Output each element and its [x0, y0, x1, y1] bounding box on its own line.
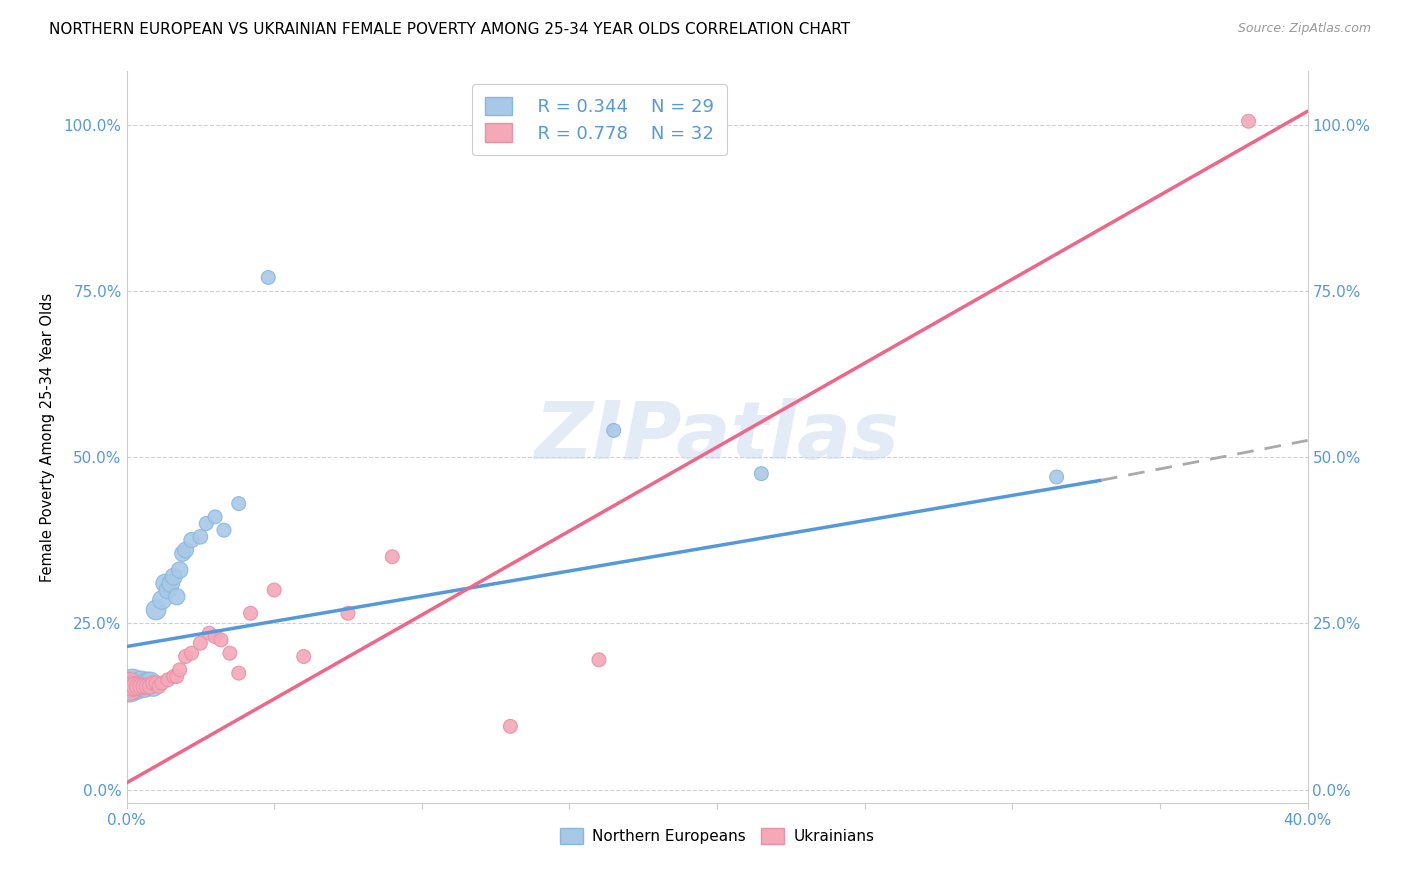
Point [1046, 470, 1069, 484]
Point [136, 676, 159, 690]
Text: Source: ZipAtlas.com: Source: ZipAtlas.com [1237, 22, 1371, 36]
Point [209, 632, 232, 647]
Point [163, 669, 186, 683]
Point [337, 607, 360, 621]
Point [139, 680, 162, 694]
Point [150, 676, 173, 690]
Point [124, 680, 146, 694]
Point [124, 680, 146, 694]
Point [204, 630, 226, 644]
Point [169, 563, 191, 577]
Point [156, 673, 179, 687]
Point [228, 497, 250, 511]
Point [156, 582, 179, 597]
Point [180, 646, 202, 660]
Point [228, 666, 250, 681]
Point [588, 653, 610, 667]
Point [172, 546, 194, 560]
Point [129, 680, 153, 694]
Point [142, 680, 165, 694]
Point [136, 680, 159, 694]
Point [148, 680, 170, 694]
Point [160, 576, 183, 591]
Point [169, 663, 191, 677]
Point [129, 676, 153, 690]
Point [174, 649, 197, 664]
Point [145, 603, 167, 617]
Point [499, 719, 522, 733]
Point [121, 676, 143, 690]
Point [134, 680, 156, 694]
Point [1237, 114, 1260, 128]
Point [195, 516, 218, 531]
Point [118, 680, 141, 694]
Point [145, 676, 167, 690]
Point [212, 523, 235, 537]
Point [127, 680, 149, 694]
Point [127, 680, 149, 694]
Point [142, 676, 165, 690]
Point [150, 593, 173, 607]
Point [188, 636, 212, 650]
Point [257, 270, 280, 285]
Y-axis label: Female Poverty Among 25-34 Year Olds: Female Poverty Among 25-34 Year Olds [41, 293, 55, 582]
Point [139, 676, 162, 690]
Point [166, 590, 188, 604]
Point [263, 582, 285, 597]
Text: NORTHERN EUROPEAN VS UKRAINIAN FEMALE POVERTY AMONG 25-34 YEAR OLDS CORRELATION : NORTHERN EUROPEAN VS UKRAINIAN FEMALE PO… [49, 22, 851, 37]
Point [603, 424, 626, 438]
Legend: Northern Europeans, Ukrainians: Northern Europeans, Ukrainians [554, 822, 880, 850]
Point [180, 533, 202, 548]
Text: ZIPatlas: ZIPatlas [534, 398, 900, 476]
Point [166, 669, 188, 683]
Point [163, 570, 186, 584]
Point [121, 680, 143, 694]
Point [381, 549, 404, 564]
Point [174, 543, 197, 558]
Point [188, 530, 212, 544]
Point [219, 646, 242, 660]
Point [204, 509, 226, 524]
Point [292, 649, 315, 664]
Point [239, 607, 262, 621]
Point [751, 467, 773, 481]
Point [118, 680, 141, 694]
Point [198, 626, 221, 640]
Point [153, 576, 176, 591]
Point [134, 680, 156, 694]
